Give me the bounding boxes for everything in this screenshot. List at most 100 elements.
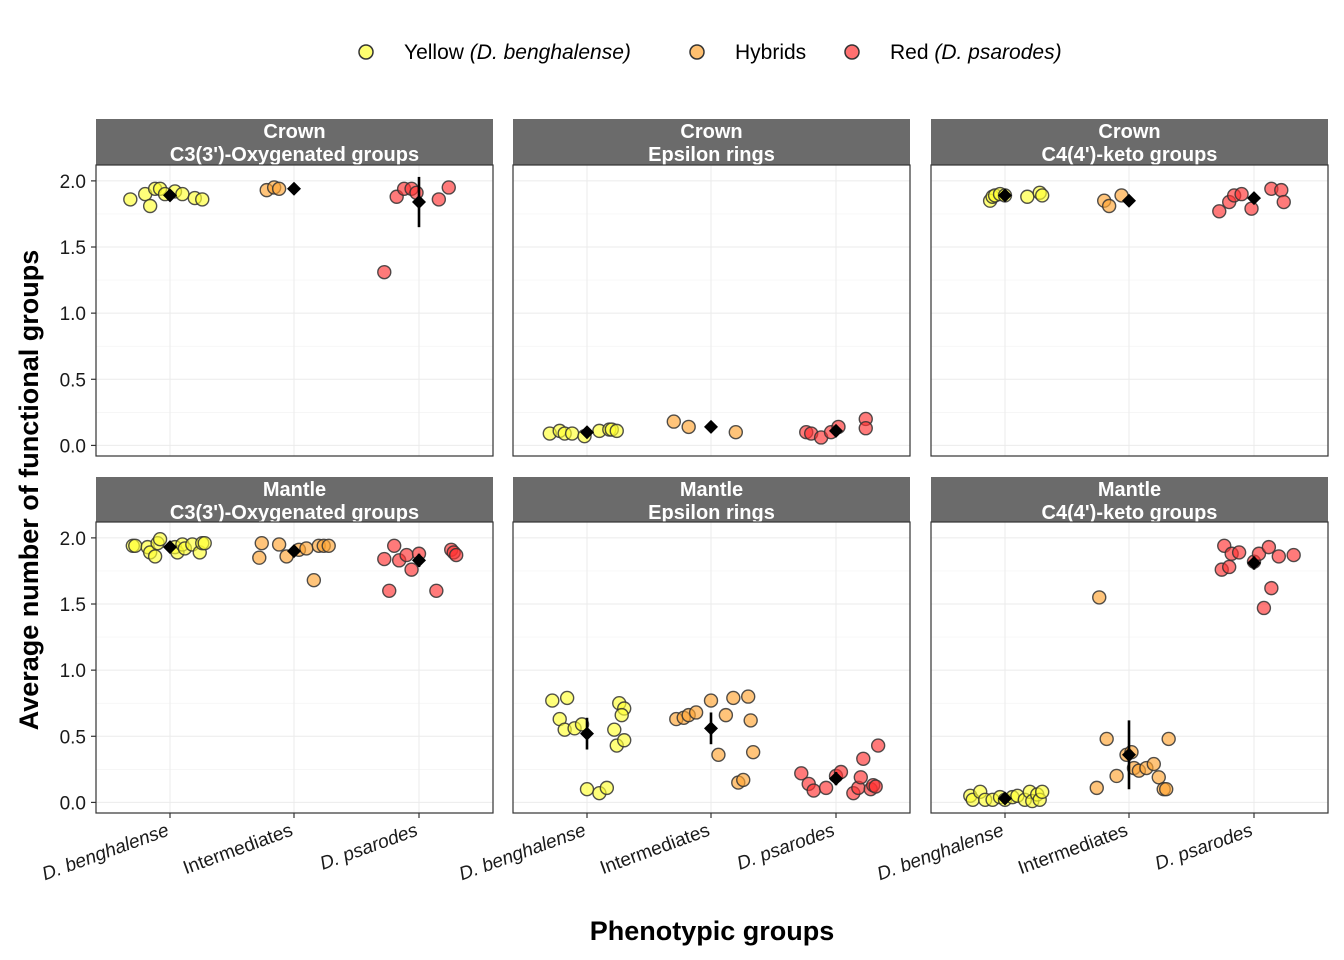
data-point: [728, 424, 743, 440]
x-tick-label: D. psarodes: [317, 820, 421, 875]
data-point: [711, 747, 726, 762]
data-point: [1099, 731, 1114, 747]
data-point: [1092, 590, 1107, 605]
data-point: [441, 180, 456, 195]
data-point: [306, 573, 322, 588]
data-point: [607, 722, 622, 737]
legend-key-0: [358, 44, 374, 60]
mean-marker: [163, 188, 177, 203]
data-point: [1109, 768, 1124, 784]
mean-marker: [1122, 193, 1136, 208]
legend-label-0: Yellow (D. benghalense): [404, 41, 631, 64]
mean-marker: [998, 188, 1012, 203]
data-point: [404, 562, 419, 577]
data-point: [745, 744, 761, 760]
strip-bg: [96, 119, 493, 165]
data-point: [299, 541, 314, 556]
data-point: [1276, 194, 1291, 210]
legend-label-2: Red (D. psarodes): [890, 41, 1062, 64]
strip-title: Mantle: [680, 479, 743, 501]
strip-subtitle: C4(4')-keto groups: [1042, 144, 1218, 166]
data-point: [1146, 756, 1162, 772]
data-point: [399, 547, 414, 563]
data-point: [1244, 201, 1259, 216]
legend: Yellow (D. benghalense) Hybrids Red (D. ps…: [358, 41, 1062, 64]
strip-bg: [931, 477, 1328, 523]
data-point: [609, 423, 624, 439]
data-point: [858, 421, 873, 436]
data-point: [856, 751, 871, 766]
strip-bg: [96, 477, 493, 523]
strip-subtitle: Epsilon rings: [648, 144, 775, 166]
data-point: [1151, 770, 1166, 785]
y-tick-label: 0.0: [60, 793, 86, 814]
y-tick-label: 0.5: [60, 370, 86, 391]
data-point: [741, 689, 756, 704]
data-point: [1261, 539, 1277, 555]
data-point: [175, 186, 190, 202]
data-point: [377, 551, 392, 567]
mean-marker: [163, 540, 177, 555]
data-point: [579, 781, 595, 797]
data-point: [377, 264, 392, 280]
x-tick-label: D. benghalense: [39, 820, 171, 885]
x-tick-label: D. psarodes: [734, 820, 838, 875]
data-point: [1264, 580, 1279, 596]
data-point: [128, 538, 143, 554]
data-point: [429, 583, 444, 598]
data-point: [688, 705, 704, 720]
x-tick-label: Intermediates: [597, 820, 712, 879]
y-tick-label: 0.0: [60, 436, 86, 457]
data-point: [1020, 189, 1035, 204]
data-point: [1274, 182, 1289, 198]
y-tick-label: 1.5: [60, 595, 86, 616]
data-point: [1221, 559, 1237, 575]
strip-title: Mantle: [263, 479, 326, 501]
data-point: [614, 707, 629, 723]
data-point: [271, 181, 287, 197]
legend-label-1: Hybrids: [735, 41, 806, 64]
strip-subtitle: C3(3')-Oxygenated groups: [170, 502, 419, 524]
x-tick-label: Intermediates: [180, 820, 295, 879]
data-point: [870, 738, 886, 753]
x-tick-label: Intermediates: [1015, 820, 1130, 879]
data-point: [1158, 781, 1174, 797]
x-tick-label: D. psarodes: [1152, 820, 1256, 875]
data-point: [1034, 188, 1050, 203]
mean-marker: [412, 553, 426, 568]
x-tick-label: D. benghalense: [874, 820, 1006, 885]
mean-marker: [287, 181, 301, 196]
data-point: [142, 198, 158, 214]
panel-border: [930, 164, 1329, 457]
strip-bg: [513, 477, 910, 523]
mean-marker: [580, 726, 594, 741]
data-point: [736, 772, 751, 788]
data-point: [806, 783, 821, 798]
data-point: [545, 693, 560, 708]
data-point: [868, 779, 883, 794]
data-point: [703, 693, 719, 708]
data-point: [1251, 546, 1267, 561]
data-point: [431, 192, 447, 207]
data-point: [818, 780, 834, 796]
data-point: [599, 780, 615, 796]
strip-subtitle: C4(4')-keto groups: [1042, 502, 1218, 524]
data-point: [1234, 186, 1249, 202]
data-point: [853, 770, 868, 785]
mean-marker: [829, 423, 843, 438]
data-point: [152, 531, 168, 547]
y-tick-label: 1.0: [60, 304, 86, 325]
y-axis-title: Average number of functional groups: [14, 250, 44, 731]
mean-marker: [704, 721, 718, 736]
data-point: [1034, 784, 1050, 800]
data-point: [1161, 731, 1176, 747]
strip-title: Crown: [1098, 121, 1160, 143]
data-point: [1089, 780, 1104, 796]
x-axis-title: Phenotypic groups: [590, 916, 835, 946]
